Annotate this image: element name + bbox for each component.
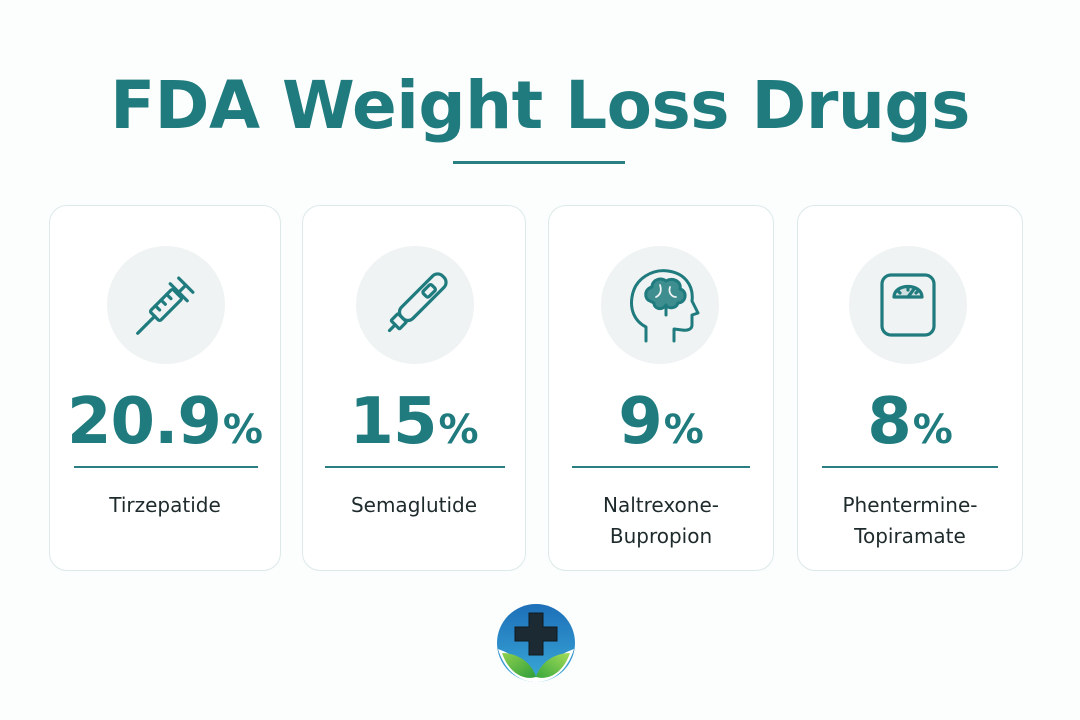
- syringe-icon: [136, 276, 195, 335]
- drug-name: Semaglutide: [303, 490, 525, 521]
- card-value: 9%: [549, 384, 773, 476]
- card-value: 15%: [303, 384, 525, 476]
- card-tirzepatide: 20.9% Tirzepatide: [49, 205, 281, 571]
- value-unit: %: [222, 407, 263, 453]
- drug-name-line: Tirzepatide: [109, 493, 221, 517]
- card-value: 8%: [798, 384, 1022, 476]
- drug-name-line: Naltrexone-: [602, 493, 719, 517]
- title-underline: [453, 161, 625, 164]
- card-semaglutide: 15% Semaglutide: [302, 205, 526, 571]
- weight-scale-icon: [880, 273, 936, 337]
- drug-name-line: Topiramate: [854, 524, 966, 548]
- value-number: 9: [618, 385, 663, 459]
- icon-circle: [601, 246, 719, 364]
- icon-circle: [356, 246, 474, 364]
- value-unit: %: [912, 407, 953, 453]
- drug-name: Tirzepatide: [50, 490, 280, 521]
- card-naltrexone-bupropion: 9% Naltrexone- Bupropion: [548, 205, 774, 571]
- card-phentermine-topiramate: 8% Phentermine- Topiramate: [797, 205, 1023, 571]
- value-number: 8: [867, 385, 912, 459]
- value-number: 20.9: [67, 385, 222, 459]
- card-divider: [822, 466, 998, 468]
- icon-circle: [107, 246, 225, 364]
- icon-circle: [849, 246, 967, 364]
- drug-name-line: Bupropion: [609, 524, 713, 548]
- value-number: 15: [349, 385, 437, 459]
- head-brain-icon: [630, 269, 700, 343]
- injection-pen-icon: [387, 272, 448, 333]
- card-divider: [74, 466, 258, 468]
- medical-cross-leaf-logo: [497, 604, 575, 682]
- drug-name: Phentermine- Topiramate: [798, 490, 1022, 552]
- card-divider: [325, 466, 505, 468]
- page-title: FDA Weight Loss Drugs: [110, 67, 970, 144]
- drug-name-line: Semaglutide: [350, 493, 478, 517]
- card-divider: [572, 466, 750, 468]
- drug-name: Naltrexone- Bupropion: [549, 490, 773, 552]
- drug-name-line: Phentermine-: [842, 493, 978, 517]
- value-unit: %: [663, 407, 704, 453]
- value-unit: %: [438, 407, 479, 453]
- card-value: 20.9%: [50, 384, 280, 476]
